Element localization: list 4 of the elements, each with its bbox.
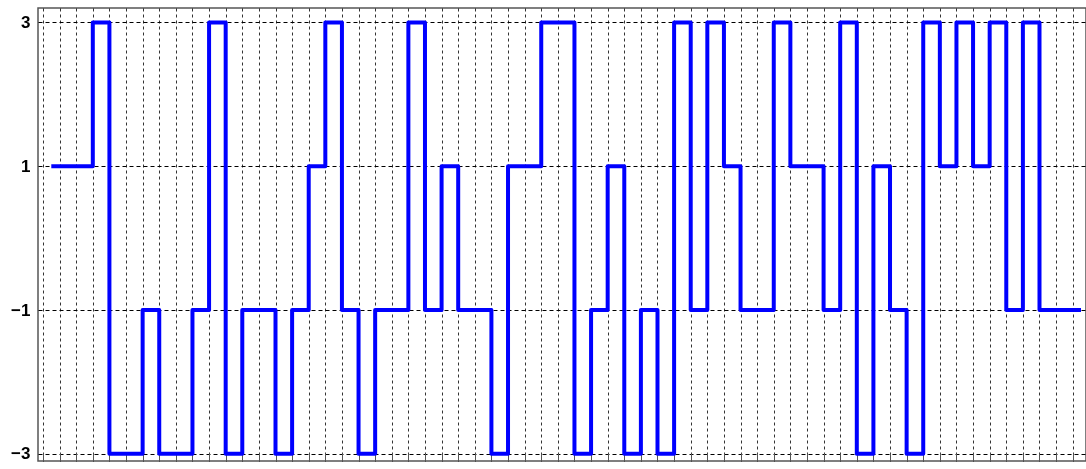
y-tick-label: 1 xyxy=(21,156,31,176)
y-tick-label: −1 xyxy=(11,300,31,320)
y-tick-label: 3 xyxy=(21,12,31,32)
y-tick-label: −3 xyxy=(11,444,31,464)
